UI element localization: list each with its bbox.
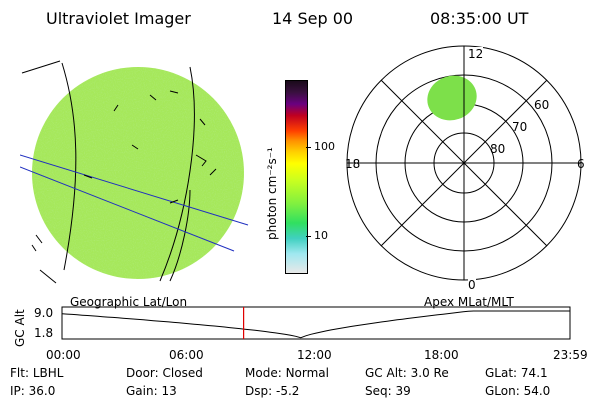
gain-info: Gain: 13 [126,384,177,398]
x-tick-23-59: 23:59 [553,348,588,362]
mlt-label-6: 6 [577,157,585,171]
y-tick-9-0: 9.0 [34,306,54,320]
mode-info: Mode: Normal [245,366,329,380]
altitude-timeline-plot [61,306,571,340]
meridian-line [380,79,548,247]
magnetic-grid-lines [20,154,249,252]
lat-label-60: 60 [534,98,550,112]
dsp-info: Dsp: -5.2 [245,384,300,398]
timeline-frame [61,306,571,340]
time: 08:35:00 UT [430,9,529,28]
y-tick-1-8: 1.8 [34,326,54,340]
lat-label-70: 70 [512,120,528,134]
color-scale-bar [285,80,308,274]
altitude-curve [61,310,570,339]
date: 14 Sep 00 [272,9,354,28]
gc-alt-info: GC Alt: 3.0 Re [365,366,449,380]
apex-grid-label: Apex MLat/MLT [424,295,514,309]
title: Ultraviolet Imager [46,9,191,28]
lat-label-80: 80 [490,142,506,156]
mlt-label-12: 12 [468,47,484,61]
x-tick-12-00: 12:00 [297,348,332,362]
ip-info: IP: 36.0 [10,384,56,398]
colorbar-tick-100: 100 [314,140,335,153]
x-tick-18-00: 18:00 [424,348,459,362]
polar-mlt-plot [346,45,582,281]
glat-info: GLat: 74.1 [485,366,548,380]
mlt-label-18: 18 [345,157,361,171]
tick-mark [306,147,311,148]
colorbar-tick-10: 10 [314,229,328,242]
coastline-fragments [31,90,217,252]
earth-image [20,60,249,284]
aurora-oval [427,75,477,121]
colorbar-label: photon cm⁻²s⁻¹ [265,147,279,240]
seq-info: Seq: 39 [365,384,411,398]
x-tick-06-00: 06:00 [169,348,204,362]
filter-info: Flt: LBHL [10,366,64,380]
geographic-grid-label: Geographic Lat/Lon [70,295,188,309]
mlt-label-0: 0 [468,278,476,292]
x-tick-00-00: 00:00 [46,348,81,362]
door-info: Door: Closed [126,366,203,380]
geographic-grid-lines [21,60,195,284]
tick-mark [306,236,311,237]
glon-info: GLon: 54.0 [485,384,551,398]
gc-alt-axis-title: GC Alt [13,309,27,347]
